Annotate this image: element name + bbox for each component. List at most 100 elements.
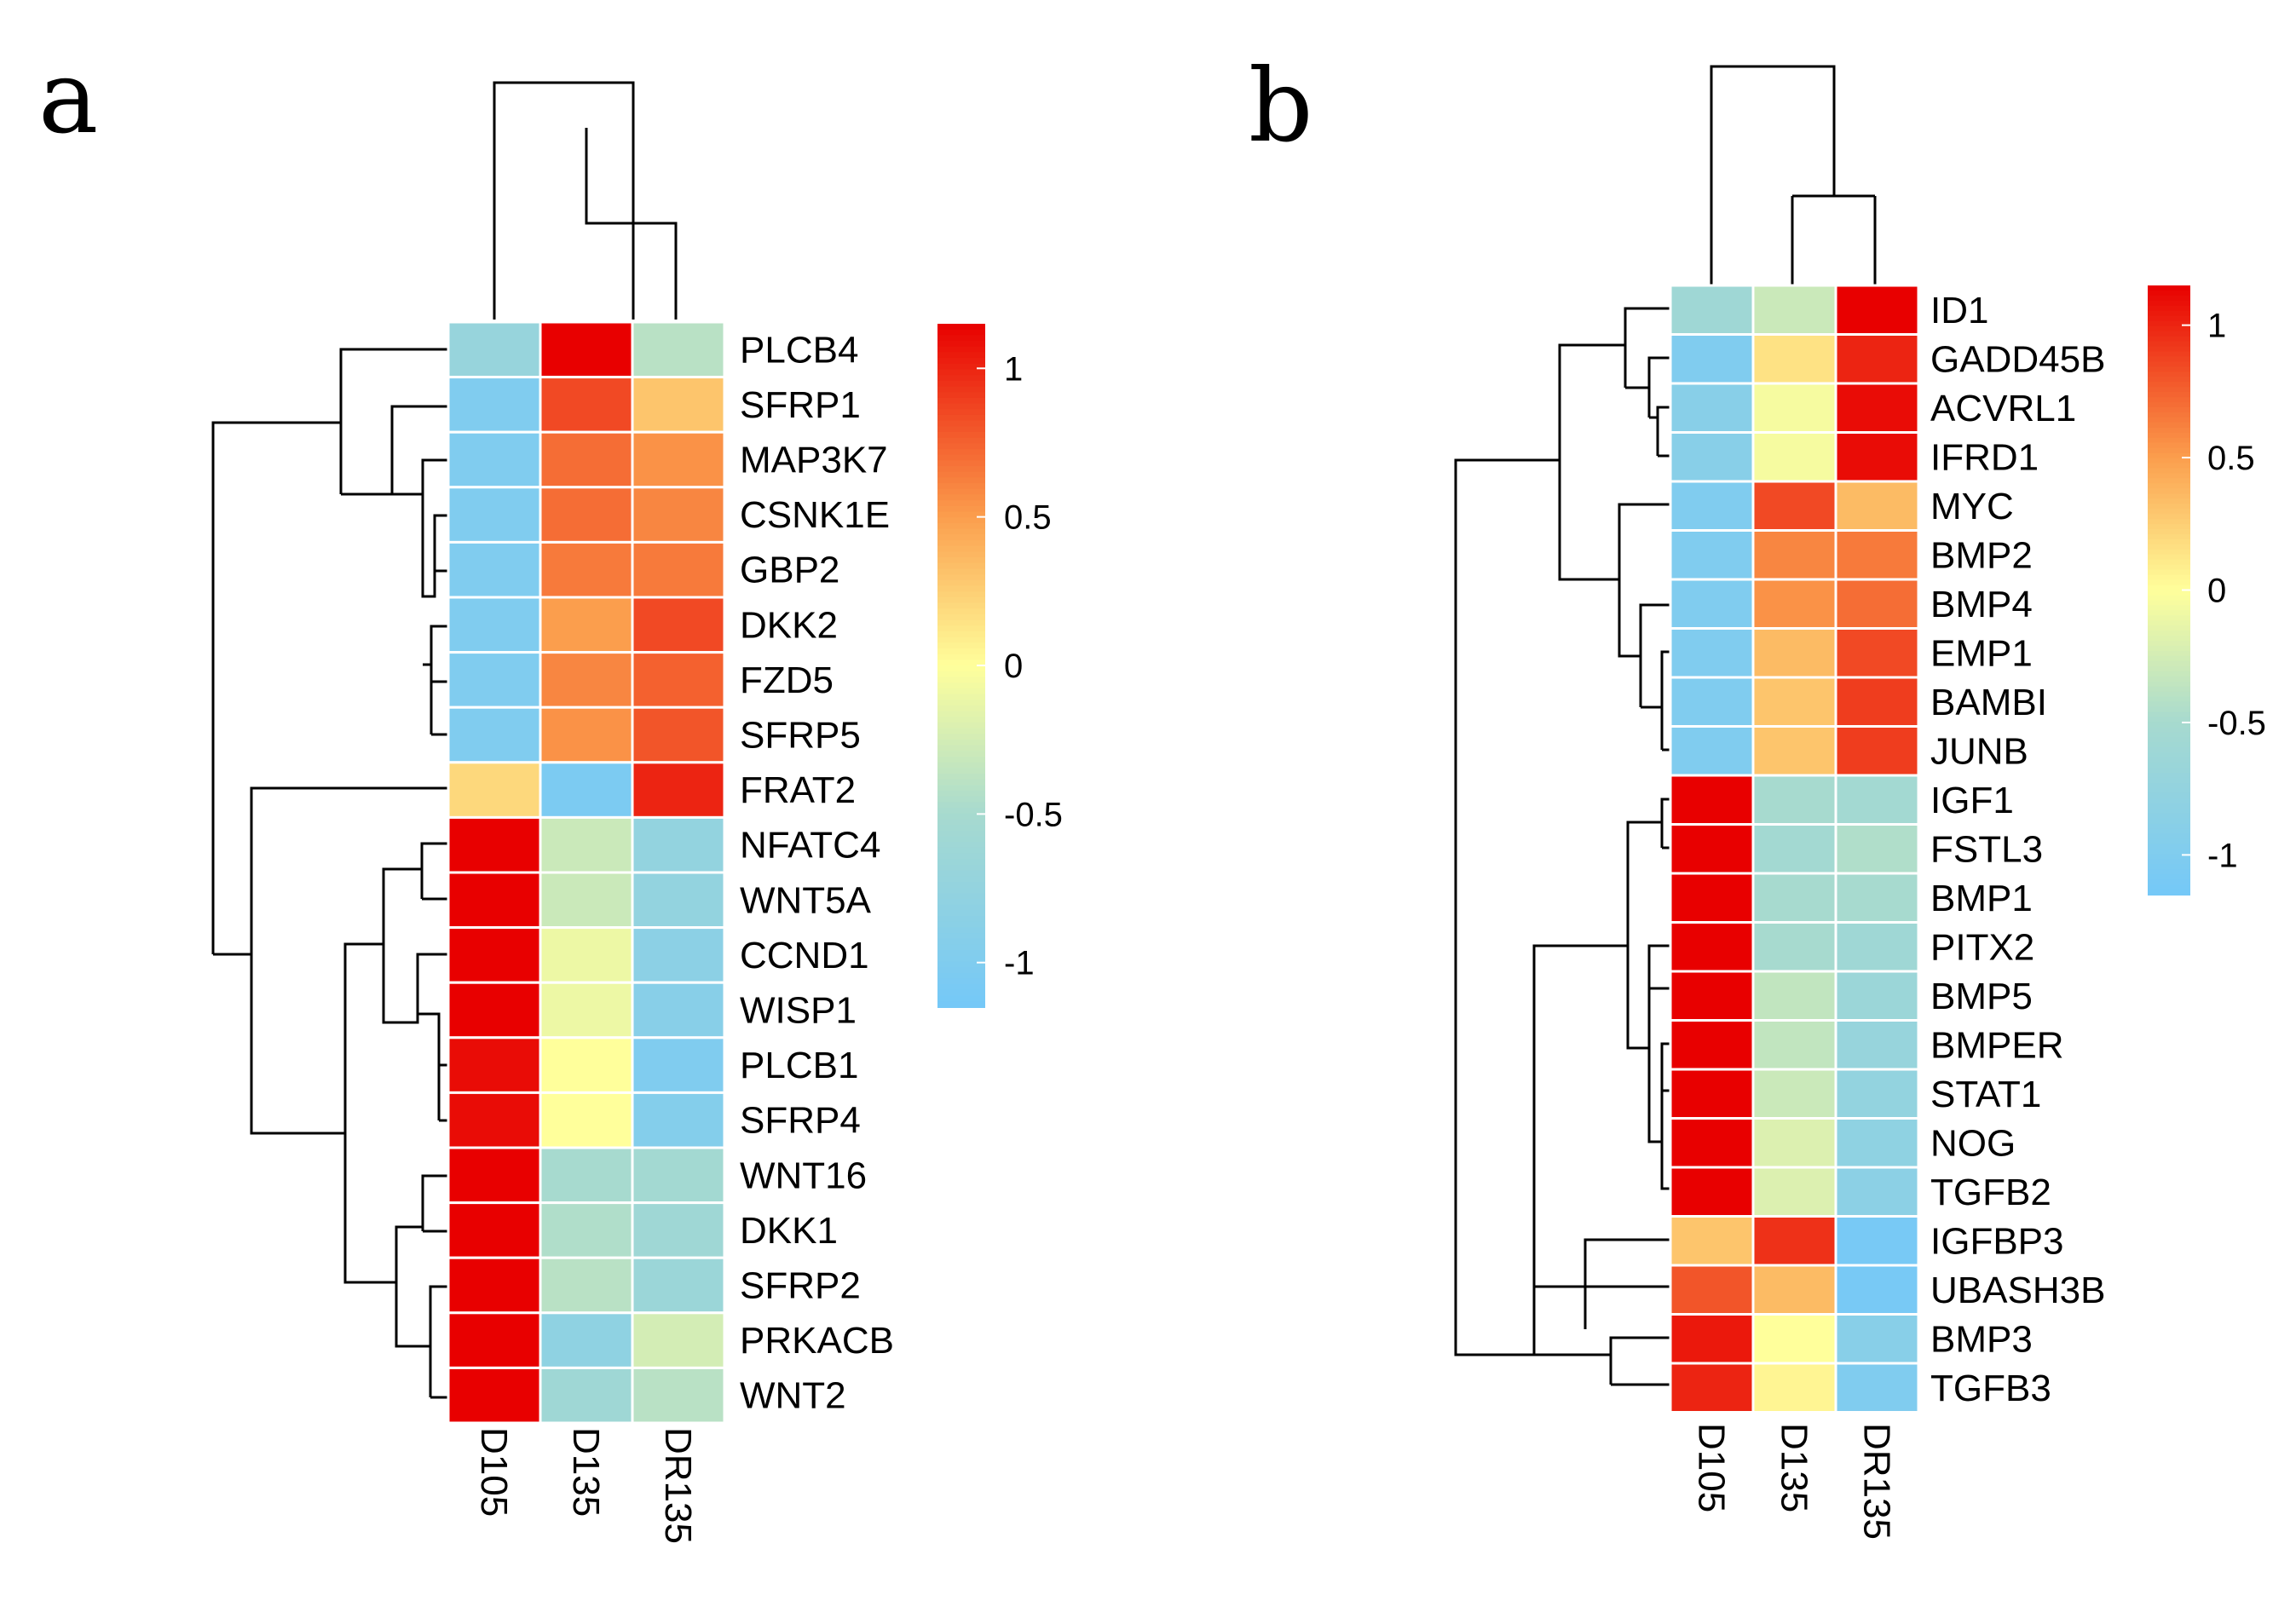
panel-b-cell-pitx2-d135 [1751, 921, 1837, 973]
panel-a-column-labels: D105 D135 DR135 [473, 1427, 699, 1544]
panel-a-colorbar-segment [937, 893, 985, 901]
panel-a-colorbar-segment [937, 659, 985, 666]
panel-b-colorbar-segment [2148, 463, 2190, 469]
panel-a-label: a [38, 38, 98, 156]
panel-b-colorbar-segment [2148, 813, 2190, 820]
panel-a-cell-csnk1e-d135 [539, 486, 634, 544]
panel-b-cell-ifrd1-d135 [1751, 431, 1837, 483]
panel-a-cell-wnt2-dr135 [631, 1366, 726, 1425]
panel-a-cell-nfatc4-dr135 [631, 815, 726, 874]
panel-b-colorbar-segment [2148, 600, 2190, 607]
panel-b-colorbar-segment [2148, 498, 2190, 505]
panel-b-colorbar-segment [2148, 864, 2190, 871]
panel-b-cell-stat1-d105 [1669, 1068, 1755, 1120]
panel-b-colorbar-segment [2148, 777, 2190, 784]
panel-a-colorbar-segment [937, 961, 985, 969]
panel-a-row-label: SFRP2 [740, 1265, 861, 1307]
panel-b-cell-emp1-dr135 [1834, 627, 1920, 679]
panel-a-colorbar-segment [937, 950, 985, 957]
panel-a-colorbar-segment [937, 1001, 985, 1008]
panel-a-column-label: D135 [565, 1427, 607, 1517]
panel-b-cell-bmp3-d105 [1669, 1313, 1755, 1365]
panel-a-colorbar-segment [937, 522, 985, 530]
panel-a-colorbar-segment [937, 591, 985, 598]
panel-a-colorbar-segment [937, 608, 985, 615]
panel-b-colorbar-segment [2148, 392, 2190, 399]
panel-b-row-label: IGFBP3 [1930, 1220, 2064, 1262]
panel-b-colorbar-segment [2148, 437, 2190, 444]
panel-a-cell-sfrp2-dr135 [631, 1256, 726, 1315]
panel-b-colorbar-segment [2148, 706, 2190, 713]
panel-b-row-label: BMP1 [1930, 878, 2033, 919]
panel-a-colorbar-segment [937, 978, 985, 986]
panel-b-colorbar-segment [2148, 798, 2190, 804]
panel-b-colorbar-segment [2148, 473, 2190, 480]
panel-a-row-label: WNT5A [740, 879, 872, 921]
panel-a-column-label: DR135 [657, 1427, 699, 1544]
panel-b-cell-bmp1-d135 [1751, 872, 1837, 924]
panel-a-colorbar-segment [937, 682, 985, 689]
panel-a-colorbar-tick-label: 1 [1004, 350, 1023, 388]
panel-b-colorbar-segment [2148, 681, 2190, 688]
panel-a-colorbar-segment [937, 613, 985, 621]
panel-b-cell-bmp4-d105 [1669, 578, 1755, 630]
panel-a-colorbar-segment [937, 751, 985, 757]
panel-b-colorbar-segment [2148, 665, 2190, 672]
panel-b-colorbar-segment [2148, 884, 2190, 891]
panel-b-colorbar-segment [2148, 615, 2190, 622]
panel-b-cell-fstl3-dr135 [1834, 823, 1920, 875]
panel-a-colorbar-segment [937, 420, 985, 428]
panel-b-colorbar-segment [2148, 504, 2190, 510]
panel-a-cell-ccnd1-dr135 [631, 926, 726, 984]
panel-a-row-label: DKK2 [740, 604, 838, 646]
panel-a-colorbar-segment [937, 972, 985, 980]
panel-b-column-label: DR135 [1856, 1423, 1898, 1540]
panel-b-colorbar-segment [2148, 458, 2190, 464]
panel-b-row-label: STAT1 [1930, 1074, 2041, 1115]
panel-b-cell-myc-d105 [1669, 480, 1755, 532]
panel-b-colorbar-segment [2148, 676, 2190, 682]
panel-a-colorbar-segment [937, 705, 985, 712]
panel-b-colorbar-segment [2148, 285, 2190, 291]
panel-b-cell-emp1-d135 [1751, 627, 1837, 679]
panel-b-colorbar-segment [2148, 686, 2190, 693]
panel-a-colorbar-tick-label: 0.5 [1004, 499, 1052, 537]
panel-b-column-dendrogram [1710, 65, 1877, 285]
panel-a-colorbar-segment [937, 574, 985, 581]
panel-b-colorbar-segment [2148, 377, 2190, 383]
panel-b-colorbar-segment [2148, 818, 2190, 825]
panel-b-colorbar-segment [2148, 549, 2190, 556]
panel-a-colorbar-segment [937, 876, 985, 883]
panel-a-cell-sfrp1-d135 [539, 376, 634, 434]
panel-a-row-label: FRAT2 [740, 769, 856, 811]
panel-b-colorbar-segment [2148, 631, 2190, 637]
panel-a-cell-csnk1e-dr135 [631, 486, 726, 544]
panel-a-cell-plcb4-dr135 [631, 320, 726, 379]
panel-b-row-label: BMP3 [1930, 1318, 2033, 1360]
panel-b-colorbar-segment [2148, 574, 2190, 581]
panel-b-colorbar-segment [2148, 351, 2190, 358]
panel-b-colorbar-segment [2148, 808, 2190, 815]
panel-b-colorbar-segment [2148, 651, 2190, 657]
panel-b-colorbar-segment [2148, 356, 2190, 363]
panel-b-cell-ifrd1-dr135 [1834, 431, 1920, 483]
panel-a-cell-csnk1e-d105 [447, 486, 542, 544]
panel-b-colorbar-segment [2148, 620, 2190, 627]
panel-a-cell-sfrp5-d135 [539, 705, 634, 764]
panel-b-colorbar-segment [2148, 432, 2190, 439]
panel-a-colorbar-segment [937, 688, 985, 695]
panel-a-cell-ccnd1-d105 [447, 926, 542, 984]
panel-b-colorbar-segment [2148, 711, 2190, 718]
panel-b-cell-nog-dr135 [1834, 1117, 1920, 1169]
panel-a-colorbar-segment [937, 779, 985, 786]
panel-a-colorbar-segment [937, 409, 985, 416]
panel-b-colorbar-segment [2148, 442, 2190, 449]
panel-a-colorbar: 1 0.5 0 -0.5 -1 [937, 324, 1063, 1008]
panel-a-cell-ccnd1-d135 [539, 926, 634, 984]
panel-b-colorbar-segment [2148, 854, 2190, 861]
panel-b-cell-igfbp3-dr135 [1834, 1215, 1920, 1267]
panel-a-colorbar-segment [937, 989, 985, 997]
panel-a-colorbar-segment [937, 859, 985, 866]
panel-a-cell-frat2-d135 [539, 761, 634, 819]
